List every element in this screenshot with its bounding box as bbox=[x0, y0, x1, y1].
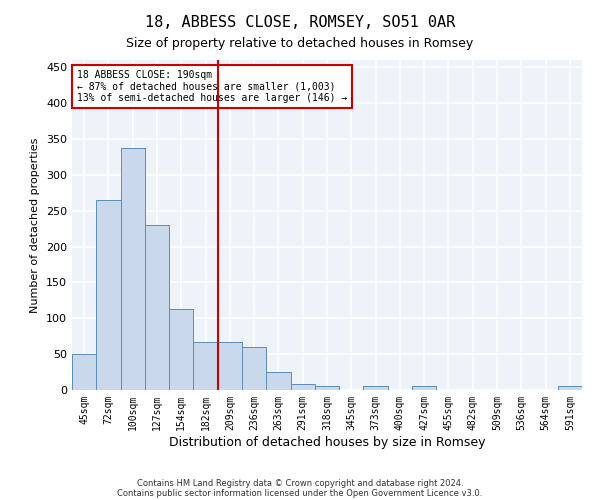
Text: 18, ABBESS CLOSE, ROMSEY, SO51 0AR: 18, ABBESS CLOSE, ROMSEY, SO51 0AR bbox=[145, 15, 455, 30]
Bar bbox=[558, 386, 582, 390]
Bar bbox=[412, 386, 436, 390]
Text: 18 ABBESS CLOSE: 190sqm
← 87% of detached houses are smaller (1,003)
13% of semi: 18 ABBESS CLOSE: 190sqm ← 87% of detache… bbox=[77, 70, 347, 103]
Bar bbox=[364, 386, 388, 390]
Text: Contains HM Land Registry data © Crown copyright and database right 2024.: Contains HM Land Registry data © Crown c… bbox=[137, 478, 463, 488]
X-axis label: Distribution of detached houses by size in Romsey: Distribution of detached houses by size … bbox=[169, 436, 485, 448]
Bar bbox=[218, 342, 242, 390]
Bar bbox=[96, 200, 121, 390]
Bar bbox=[242, 347, 266, 390]
Bar bbox=[72, 354, 96, 390]
Bar bbox=[290, 384, 315, 390]
Y-axis label: Number of detached properties: Number of detached properties bbox=[31, 138, 40, 312]
Bar bbox=[266, 372, 290, 390]
Bar bbox=[145, 225, 169, 390]
Text: Size of property relative to detached houses in Romsey: Size of property relative to detached ho… bbox=[127, 38, 473, 51]
Bar bbox=[315, 386, 339, 390]
Text: Contains public sector information licensed under the Open Government Licence v3: Contains public sector information licen… bbox=[118, 488, 482, 498]
Bar bbox=[193, 342, 218, 390]
Bar bbox=[169, 309, 193, 390]
Bar bbox=[121, 148, 145, 390]
